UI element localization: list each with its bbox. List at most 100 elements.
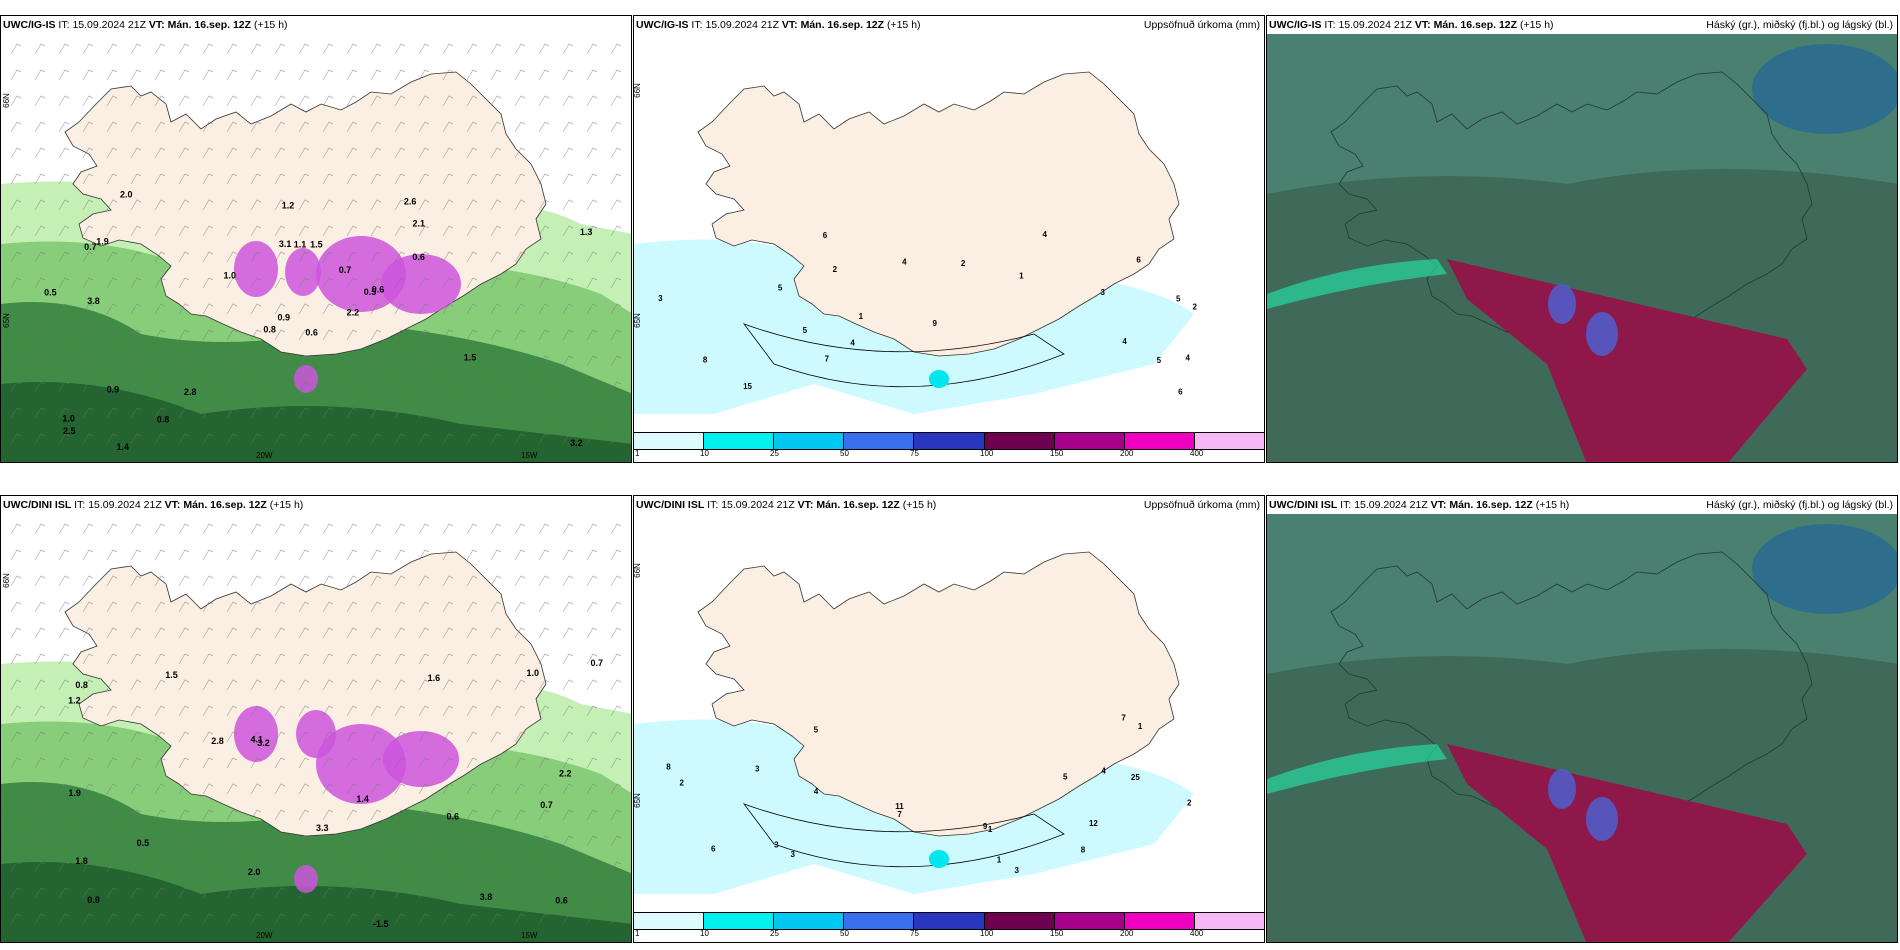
vt-label: VT:	[1430, 499, 1447, 511]
colorbar-tick-label: 50	[840, 929, 849, 938]
precip-value: 3.1	[279, 239, 292, 249]
accum-value: 5	[1157, 356, 1162, 365]
accum-value: 1	[859, 312, 864, 321]
field-title: Uppsöfnuð úrkoma (mm)	[1143, 19, 1260, 31]
panel-header: UWC/DINI ISL IT: 15.09.2024 21Z VT: Mán.…	[634, 496, 1264, 514]
colorbar-tick-label: 10	[700, 929, 709, 938]
wind-barbs	[10, 523, 622, 925]
vt-value: Mán. 16.sep. 12Z	[1433, 19, 1518, 31]
precip-value: 1.2	[282, 200, 295, 210]
map-canvas	[1267, 514, 1897, 942]
accum-value: 2	[833, 265, 838, 274]
accum-max-cell	[929, 370, 949, 388]
accum-value: 5	[1063, 772, 1068, 781]
colorbar-swatches	[634, 432, 1264, 450]
map-canvas: 0.6 0.7 0.9 1.0 0.5 2.8 2.6 1.5 2.1 2.2 2.0 3.2 3.8 1…	[1, 34, 631, 462]
colorbar-tick-label: 50	[840, 449, 849, 458]
precip-value: 1.4	[356, 794, 369, 804]
precip-value: 2.8	[211, 736, 224, 746]
latitude-label: 65N	[633, 313, 642, 328]
accum-value: 1	[997, 855, 1002, 864]
colorbar-swatch	[634, 913, 705, 929]
model-name: UWC/DINI ISL	[3, 499, 72, 511]
precip-value: 1.1	[294, 240, 307, 250]
accum-max-cell	[929, 850, 949, 868]
accum-value: 3	[1100, 288, 1105, 297]
model-name: UWC/IG-IS	[1269, 19, 1322, 31]
it-value: 15.09.2024 21Z	[72, 19, 146, 31]
precip-colorbar: 1 10 25 50 75 100 150 200 400	[634, 910, 1264, 942]
accum-value: 5	[1176, 295, 1181, 304]
vt-label: VT:	[148, 19, 165, 31]
accum-value: 4	[814, 787, 819, 796]
colorbar-swatch	[844, 913, 915, 929]
colorbar-swatch	[984, 433, 1055, 449]
accum-value: 15	[743, 382, 752, 391]
precip-value: 0.5	[137, 838, 150, 848]
accum-value-labels: 2 5 1 2 1 4 4 4 5 6 5 4 3 7 8 9 5 3 6 4 6 2 15	[658, 230, 1197, 396]
colorbar-tick-label: 75	[910, 449, 919, 458]
accum-value: 6	[1178, 387, 1183, 396]
colorbar-tick-label: 200	[1120, 449, 1134, 458]
contour-line	[742, 323, 1065, 388]
longitude-label: 20W	[256, 931, 273, 940]
precip-value: 0.5	[44, 287, 57, 297]
colorbar-tick-label: 75	[910, 929, 919, 938]
low-cloud-region	[1447, 259, 1807, 462]
longitude-label: 15W	[521, 451, 538, 460]
map-panel-accum: UWC/DINI ISL IT: 15.09.2024 21Z VT: Mán.…	[633, 495, 1265, 943]
contour-line	[742, 803, 1065, 868]
map-canvas	[1267, 34, 1897, 462]
colorbar-swatch	[914, 913, 985, 929]
precip-value: 1.9	[96, 236, 109, 246]
it-value: 15.09.2024 21Z	[705, 19, 779, 31]
mid-cloud-patch	[1586, 312, 1618, 356]
colorbar-swatch	[774, 913, 845, 929]
accum-value: 3	[790, 850, 795, 859]
precip-value: 1.9	[68, 788, 81, 798]
it-value: 15.09.2024 21Z	[721, 499, 795, 511]
accum-value: 25	[1131, 773, 1140, 782]
colorbar-swatch	[704, 913, 775, 929]
colorbar-tick-label: 1	[635, 449, 640, 458]
vt-value: Mán. 16.sep. 12Z	[816, 499, 900, 511]
precip-value: 0.7	[540, 800, 553, 810]
precip-value: 1.5	[464, 352, 477, 362]
accum-value: 4	[902, 257, 907, 266]
low-cloud-region	[1447, 744, 1807, 942]
colorbar-swatch	[1194, 433, 1264, 449]
lead-time: (+15 h)	[1519, 19, 1554, 31]
colorbar-tick-label: 400	[1190, 929, 1204, 938]
it-label: IT:	[58, 19, 70, 31]
precip-value: 1.2	[68, 695, 81, 705]
run-info: UWC/IG-IS IT: 15.09.2024 21Z VT: Mán. 16…	[3, 16, 288, 34]
model-name: UWC/IG-IS	[636, 19, 689, 31]
field-title: Háský (gr.), miðský (fj.bl.) og lágský (…	[1706, 499, 1893, 511]
accum-value: 8	[703, 355, 708, 364]
accum-value: 6	[711, 844, 716, 853]
accum-value: 5	[778, 283, 783, 292]
colorbar-tick-label: 25	[770, 929, 779, 938]
colorbar-swatch	[1054, 433, 1125, 449]
it-value: 15.09.2024 21Z	[1354, 499, 1428, 511]
precip-value: 0.9	[107, 385, 120, 395]
accum-value: 2	[1193, 303, 1198, 312]
precip-value: 3.8	[87, 296, 100, 306]
it-value: 15.09.2024 21Z	[1338, 19, 1412, 31]
precip-value: 1.0	[62, 413, 75, 423]
lead-time: (+15 h)	[253, 19, 288, 31]
lead-time: (+15 h)	[902, 499, 937, 511]
precip-value: 2.8	[184, 387, 197, 397]
precip-value: 0.8	[75, 680, 88, 690]
precip-value: 2.2	[559, 768, 572, 778]
colorbar-swatch	[704, 433, 775, 449]
accum-value: 4	[850, 339, 855, 348]
accum-value: 5	[814, 725, 819, 734]
precip-value: 1.8	[75, 856, 88, 866]
precip-value: 0.6	[372, 284, 385, 294]
accum-value: 2	[680, 779, 685, 788]
precip-value-labels: 0.6 0.7 0.9 1.5 3.2 3.8 1.8 1.6 2.8 -1.5 1.2 1.9 0.8…	[68, 658, 603, 929]
it-label: IT:	[691, 19, 703, 31]
precip-value: 0.8	[157, 415, 170, 425]
